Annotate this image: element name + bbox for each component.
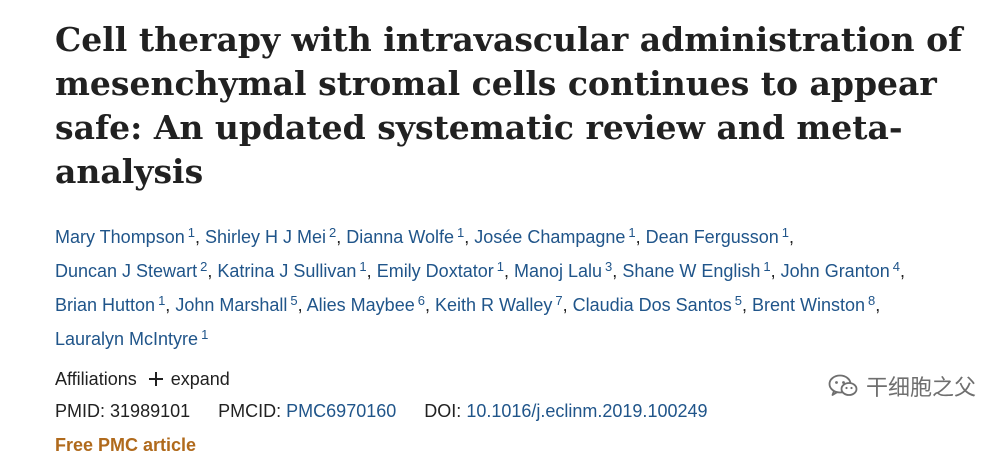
author-affiliation-number[interactable]: 1: [187, 225, 195, 240]
identifiers-row: PMID: 31989101 PMCID: PMC6970160 DOI: 10…: [55, 398, 985, 424]
article-header: Cell therapy with intravascular administ…: [55, 18, 985, 458]
author-entry: Claudia Dos Santos 5,: [572, 293, 747, 315]
author-entry: Katrina J Sullivan 1,: [217, 259, 372, 281]
author-separator: ,: [635, 227, 641, 247]
watermark: 干细胞之父: [828, 370, 976, 402]
author-entry: Josée Champagne 1,: [474, 225, 641, 247]
author-entry: Dianna Wolfe 1,: [346, 225, 470, 247]
author-link[interactable]: Dianna Wolfe: [346, 227, 455, 247]
author-link[interactable]: Duncan J Stewart: [55, 261, 198, 281]
author-link[interactable]: John Granton: [780, 261, 890, 281]
author-separator: ,: [562, 295, 568, 315]
doi-label: DOI:: [424, 401, 462, 421]
author-entry: Mary Thompson 1,: [55, 225, 200, 247]
author-separator: ,: [788, 227, 794, 247]
author-entry: Keith R Walley 7,: [434, 293, 568, 315]
author-entry: Dean Fergusson 1,: [645, 225, 794, 247]
author-affiliation-number[interactable]: 1: [496, 259, 504, 274]
pmcid-label: PMCID:: [218, 401, 282, 421]
author-entry: Brent Winston 8,: [751, 293, 881, 315]
author-entry: John Granton 4,: [780, 259, 905, 281]
author-affiliation-number[interactable]: 1: [158, 293, 166, 308]
pmcid-link[interactable]: PMC6970160: [286, 401, 397, 421]
author-link[interactable]: Brent Winston: [751, 295, 866, 315]
author-entry: Alies Maybee 6,: [306, 293, 430, 315]
author-list: Mary Thompson 1, Shirley H J Mei 2, Dianna…: [55, 218, 955, 354]
author-separator: ,: [194, 227, 200, 247]
author-entry: John Marshall 5,: [175, 293, 303, 315]
author-separator: ,: [336, 227, 342, 247]
free-pmc-article-link[interactable]: Free PMC article: [55, 435, 197, 455]
author-separator: ,: [899, 261, 905, 281]
expand-affiliations-button[interactable]: expand: [148, 366, 230, 392]
author-affiliation-number[interactable]: 1: [457, 225, 465, 240]
expand-label: expand: [170, 369, 230, 389]
author-link[interactable]: Lauralyn McIntyre: [55, 329, 199, 349]
author-affiliation-number[interactable]: 6: [417, 293, 425, 308]
watermark-text: 干细胞之父: [865, 376, 976, 401]
author-entry: Lauralyn McIntyre 1: [55, 327, 209, 349]
author-affiliation-number[interactable]: 5: [290, 293, 298, 308]
author-link[interactable]: Mary Thompson: [55, 227, 185, 247]
author-entry: Shirley H J Mei 2,: [204, 225, 342, 247]
author-separator: ,: [503, 261, 509, 281]
author-link[interactable]: Claudia Dos Santos: [572, 295, 732, 315]
author-link[interactable]: Emily Doxtator: [376, 261, 494, 281]
author-separator: ,: [741, 295, 747, 315]
author-entry: Emily Doxtator 1,: [376, 259, 509, 281]
author-separator: ,: [165, 295, 171, 315]
affiliations-label: Affiliations: [55, 369, 137, 389]
author-affiliation-number[interactable]: 5: [734, 293, 742, 308]
author-separator: ,: [207, 261, 213, 281]
author-separator: ,: [770, 261, 776, 281]
author-separator: ,: [875, 295, 881, 315]
author-separator: ,: [366, 261, 372, 281]
author-link[interactable]: Josée Champagne: [474, 227, 626, 247]
author-link[interactable]: Manoj Lalu: [513, 261, 603, 281]
author-separator: ,: [424, 295, 430, 315]
doi-link[interactable]: 10.1016/j.eclinm.2019.100249: [466, 401, 708, 421]
author-link[interactable]: Shirley H J Mei: [204, 227, 327, 247]
author-link[interactable]: Katrina J Sullivan: [217, 261, 357, 281]
author-affiliation-number[interactable]: 1: [781, 225, 789, 240]
author-affiliation-number[interactable]: 1: [359, 259, 367, 274]
author-entry: Brian Hutton 1,: [55, 293, 171, 315]
author-link[interactable]: Keith R Walley: [434, 295, 553, 315]
wechat-icon: [828, 374, 858, 396]
author-link[interactable]: Shane W English: [622, 261, 761, 281]
author-entry: Duncan J Stewart 2,: [55, 259, 213, 281]
author-affiliation-number[interactable]: 7: [555, 293, 563, 308]
affiliations-row: Affiliations expand: [55, 366, 985, 392]
pmid-label: PMID:: [55, 401, 106, 421]
author-separator: ,: [464, 227, 470, 247]
author-separator: ,: [297, 295, 303, 315]
author-affiliation-number[interactable]: 2: [329, 225, 337, 240]
author-link[interactable]: Dean Fergusson: [645, 227, 779, 247]
author-affiliation-number[interactable]: 1: [201, 327, 209, 342]
author-affiliation-number[interactable]: 1: [628, 225, 636, 240]
plus-icon: [148, 372, 163, 386]
author-link[interactable]: Brian Hutton: [55, 295, 156, 315]
author-affiliation-number[interactable]: 2: [200, 259, 208, 274]
author-affiliation-number[interactable]: 3: [605, 259, 613, 274]
author-entry: Manoj Lalu 3,: [513, 259, 618, 281]
pmid-value: 31989101: [110, 401, 191, 421]
author-link[interactable]: John Marshall: [175, 295, 288, 315]
author-affiliation-number[interactable]: 4: [892, 259, 900, 274]
author-separator: ,: [612, 261, 618, 281]
author-affiliation-number[interactable]: 8: [868, 293, 876, 308]
author-link[interactable]: Alies Maybee: [306, 295, 415, 315]
article-title: Cell therapy with intravascular administ…: [55, 20, 963, 191]
author-affiliation-number[interactable]: 1: [763, 259, 771, 274]
author-entry: Shane W English 1,: [622, 259, 776, 281]
